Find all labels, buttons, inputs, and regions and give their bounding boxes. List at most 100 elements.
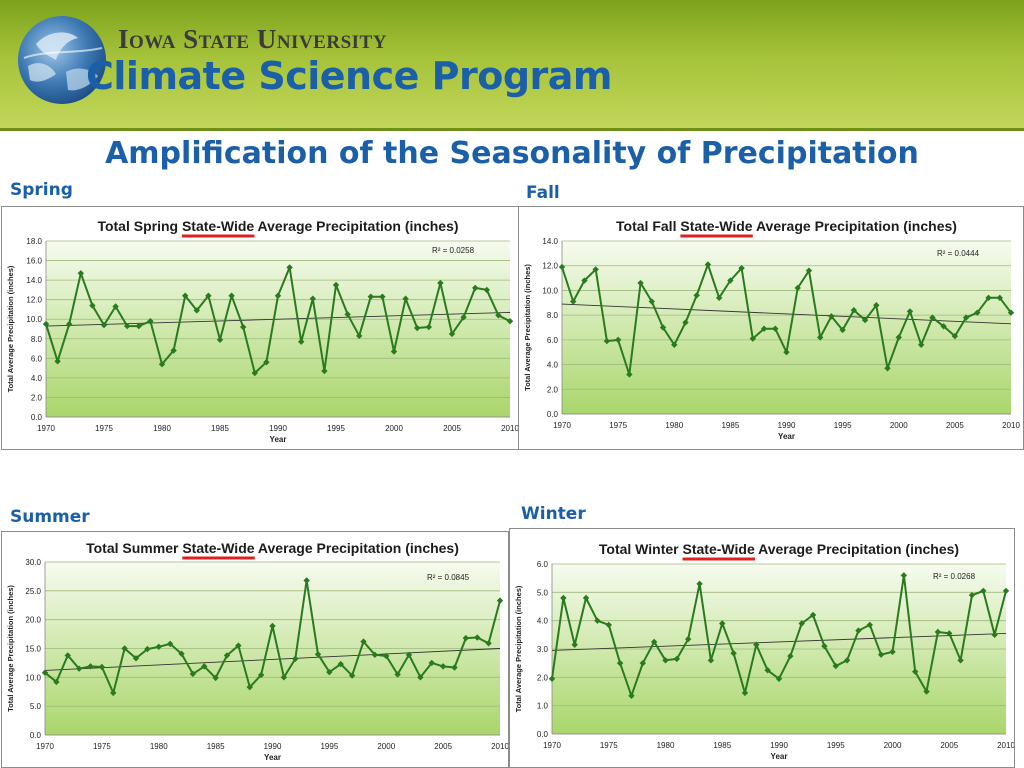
data-point [147, 317, 154, 325]
data-point [730, 650, 737, 657]
data-point [205, 292, 212, 299]
x-tick-label: 1975 [609, 421, 627, 430]
data-point [390, 348, 398, 355]
y-tick-label: 30.0 [25, 558, 41, 567]
data-point [89, 302, 96, 309]
chart-title-suffix: Average Precipitation (inches) [255, 540, 459, 556]
data-point [166, 640, 174, 648]
x-tick-label: 2005 [946, 421, 964, 430]
data-point [996, 294, 1003, 302]
data-point [483, 286, 490, 294]
data-point [850, 307, 858, 314]
x-tick-label: 1970 [553, 421, 571, 430]
data-point [66, 320, 73, 328]
y-tick-label: 12.0 [26, 296, 42, 305]
data-point [53, 678, 60, 686]
data-point [460, 314, 467, 321]
season-label-winter: Winter [521, 504, 586, 524]
data-point [727, 277, 734, 284]
x-tick-label: 1995 [320, 742, 338, 751]
y-axis-label: Total Average Precipitation (inches) [6, 265, 15, 392]
data-point [798, 620, 805, 627]
chart-svg-summer: 0.0 5.0 10.0 15.0 20.0 25.0 30.0 1970 1975 1980 19… [6, 540, 508, 762]
data-point [348, 672, 356, 679]
chart-title-suffix: Average Precipitation (inches) [753, 218, 957, 234]
chart-panel-winter: 0.0 1.0 2.0 3.0 4.0 5.0 6.0 1970 1975 1980 1985 199… [509, 528, 1015, 768]
data-point [906, 308, 914, 315]
y-tick-label: 14.0 [26, 276, 42, 285]
data-point [367, 293, 374, 300]
x-tick-label: 2000 [884, 741, 902, 750]
slide-title: Amplification of the Seasonality of Prec… [105, 136, 919, 171]
x-tick-label: 2005 [443, 424, 461, 433]
y-tick-label: 18.0 [26, 237, 42, 246]
data-point [298, 338, 305, 345]
data-point [274, 292, 282, 299]
chart-title-prefix: Total Winter [599, 541, 683, 557]
x-tick-label: 1995 [327, 424, 345, 433]
data-point [263, 359, 270, 366]
x-tick-label: 2000 [377, 742, 395, 751]
data-point [693, 292, 700, 299]
data-point [379, 293, 386, 300]
data-point [662, 657, 669, 664]
x-tick-label: 2005 [940, 741, 958, 750]
x-tick-label: 1995 [827, 741, 845, 750]
data-point [614, 336, 622, 344]
data-point [309, 295, 316, 302]
y-tick-label: 2.0 [547, 385, 559, 394]
y-tick-label: 8.0 [547, 311, 559, 320]
data-point [75, 665, 83, 672]
x-tick-label: 2010 [997, 741, 1014, 750]
data-point [193, 307, 200, 314]
data-point [124, 322, 131, 330]
chart-title: Total Winter State-Wide Average Precipit… [599, 541, 959, 557]
data-point [437, 279, 444, 287]
data-point [495, 312, 502, 319]
r-squared-label: R² = 0.0444 [937, 249, 980, 258]
data-point [178, 650, 185, 657]
chart-title-prefix: Total Fall [616, 218, 680, 234]
data-point [402, 295, 409, 302]
x-tick-label: 1995 [834, 421, 852, 430]
y-tick-label: 16.0 [26, 257, 42, 266]
chart-title: Total Spring State-Wide Average Precipit… [97, 218, 458, 234]
chart-title-underlined: State-Wide [680, 218, 752, 234]
data-point [951, 332, 959, 340]
data-point [286, 264, 293, 271]
data-point [132, 655, 140, 662]
x-tick-label: 2000 [385, 424, 403, 433]
data-point [1002, 587, 1010, 595]
data-point [682, 319, 689, 326]
data-point [42, 320, 50, 328]
data-point [170, 347, 177, 354]
chart-title: Total Fall State-Wide Average Precipitat… [616, 218, 957, 234]
x-tick-label: 2005 [434, 742, 452, 751]
plot-area [46, 241, 510, 417]
data-point [889, 648, 896, 656]
y-tick-label: 10.0 [25, 673, 41, 682]
x-tick-label: 1990 [264, 742, 282, 751]
data-point [228, 292, 235, 299]
data-point [54, 358, 61, 365]
data-point [775, 675, 783, 682]
y-tick-label: 25.0 [25, 587, 41, 596]
data-point [738, 264, 745, 272]
data-point [182, 292, 189, 299]
x-tick-label: 1980 [657, 741, 675, 750]
data-point [77, 270, 84, 277]
x-tick-label: 1985 [713, 741, 731, 750]
y-tick-label: 6.0 [31, 354, 43, 363]
data-point [828, 313, 835, 320]
y-tick-label: 4.0 [31, 374, 43, 383]
trend-line [551, 632, 1007, 651]
university-name: Iowa State University [118, 24, 387, 54]
y-tick-label: 0.0 [30, 731, 42, 740]
data-point [321, 367, 328, 375]
data-point [216, 336, 224, 343]
data-point [112, 303, 119, 310]
r-squared-label: R² = 0.0268 [933, 572, 976, 581]
data-point [946, 630, 953, 637]
data-point [839, 326, 846, 334]
data-point [582, 594, 590, 602]
